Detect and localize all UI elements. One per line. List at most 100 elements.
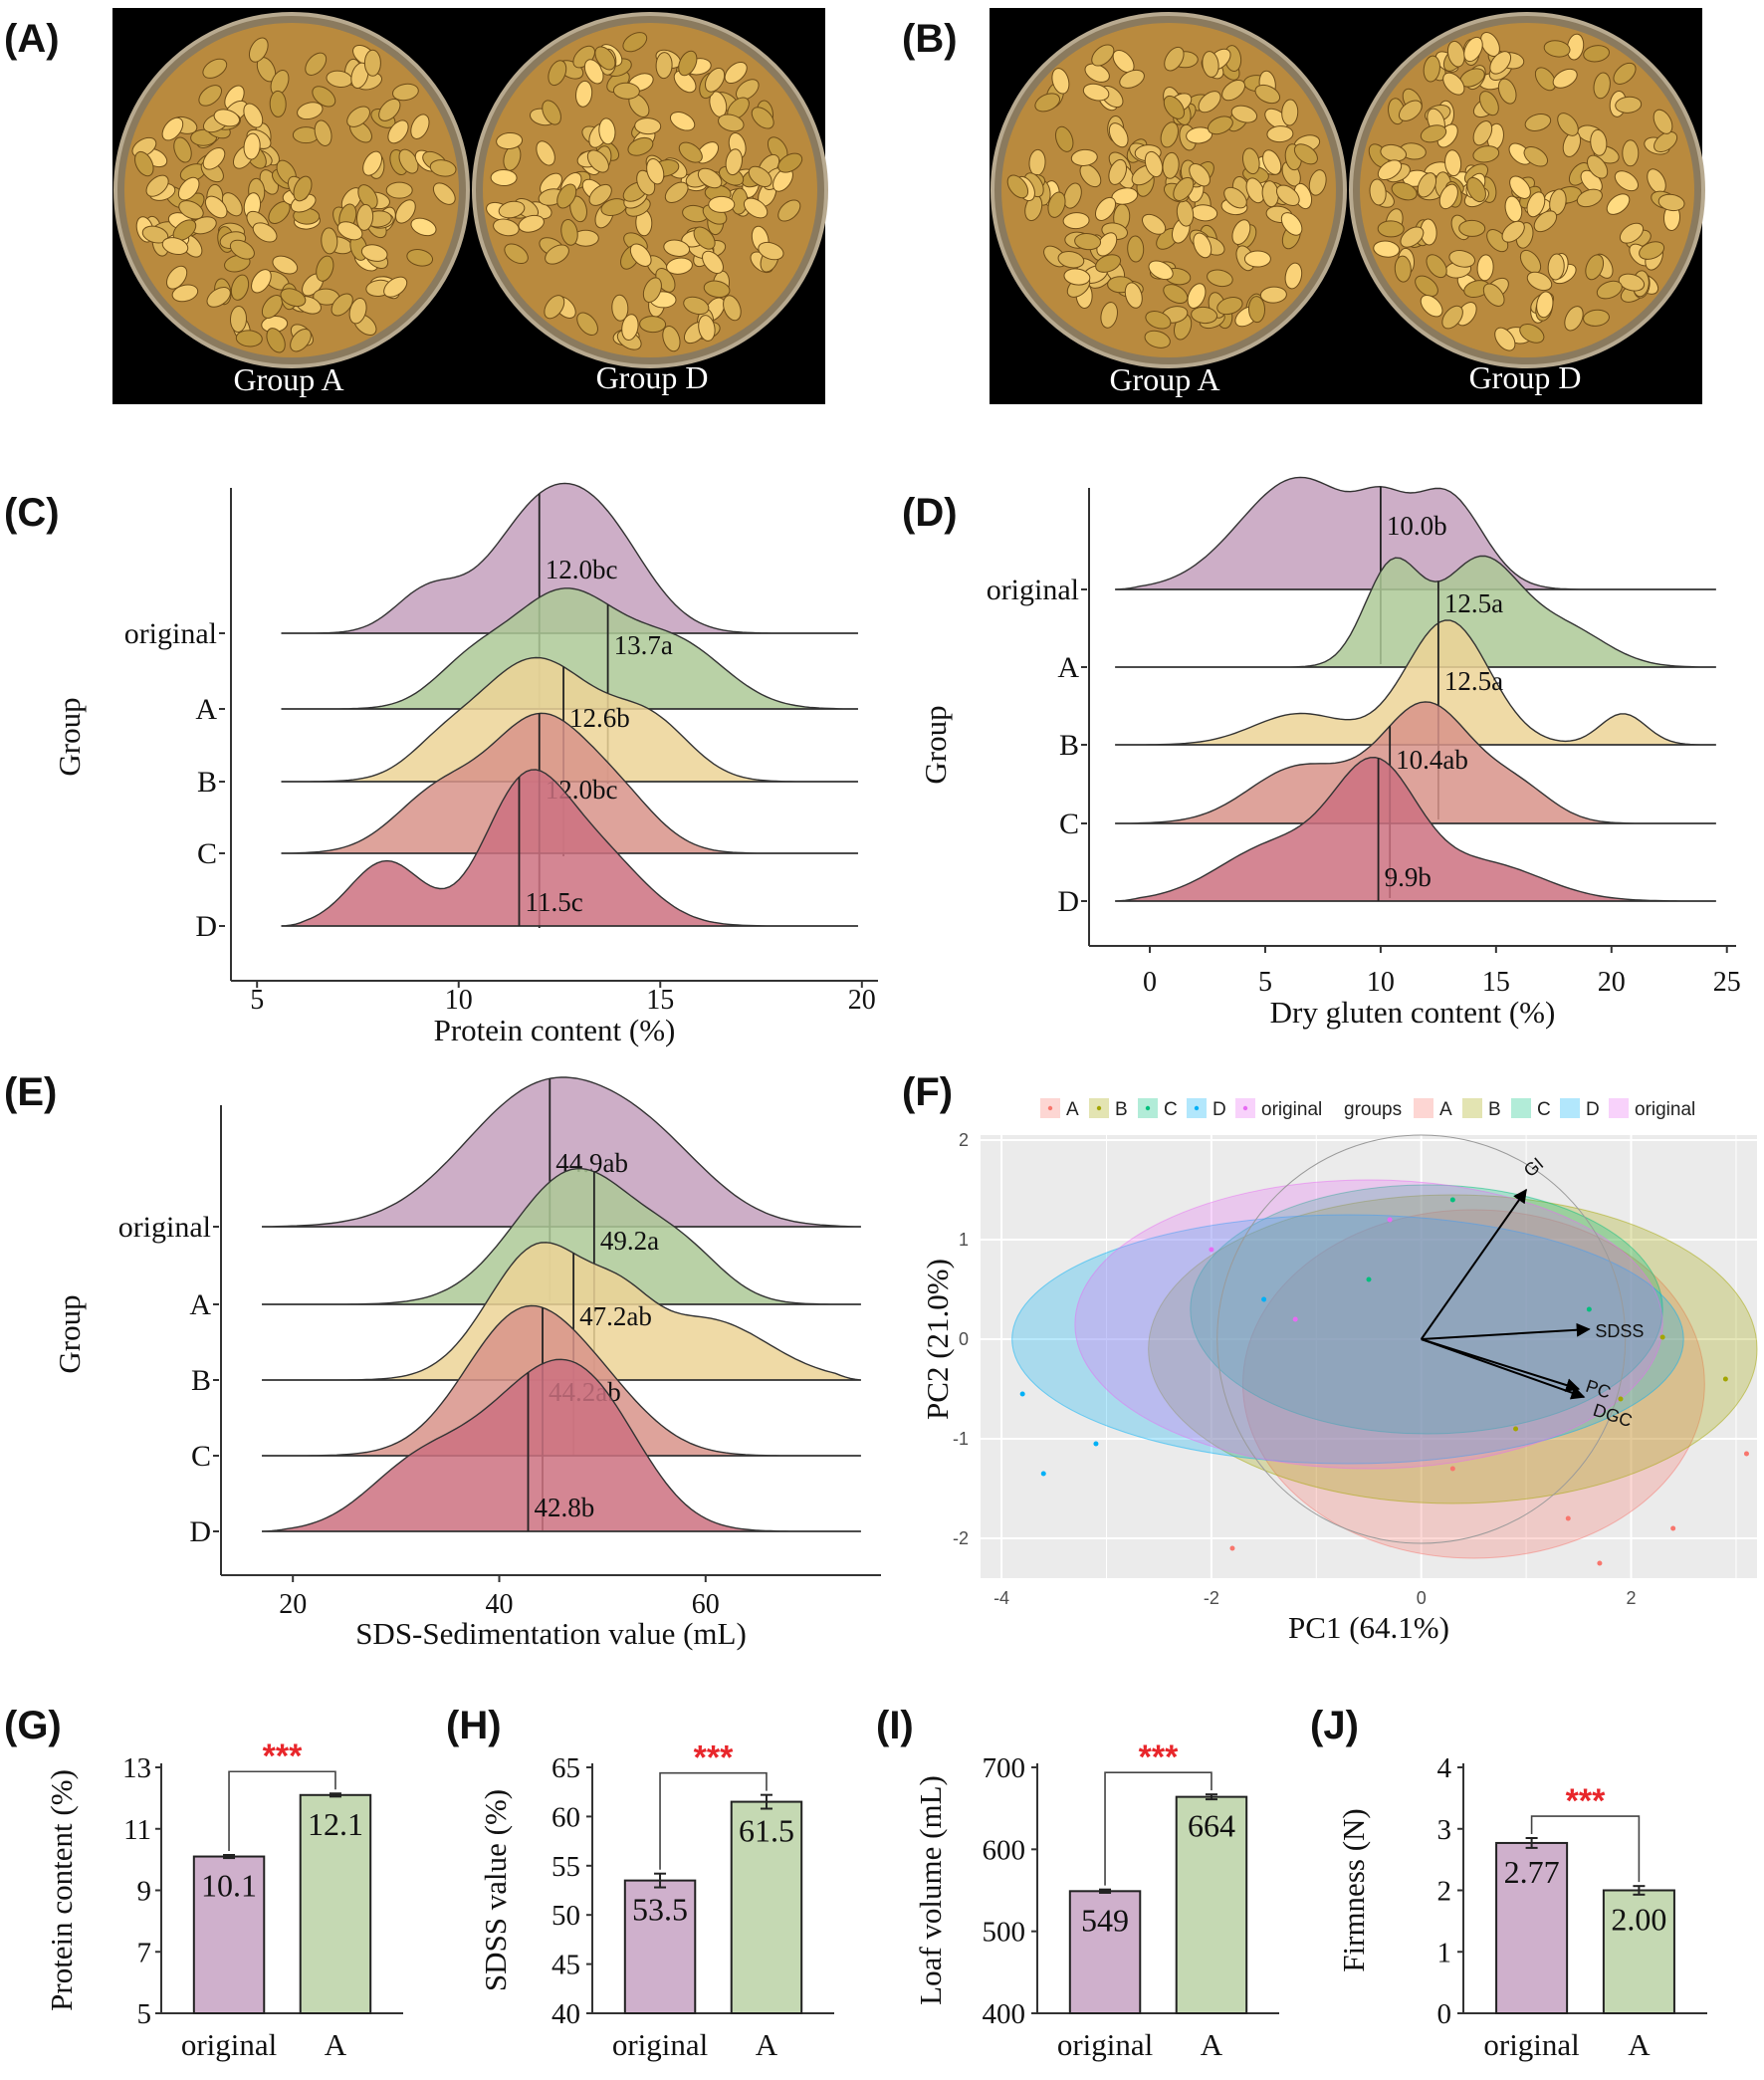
wheat-grain	[1051, 68, 1070, 95]
wheat-grain	[1519, 324, 1545, 344]
median-annotation-A: 49.2a	[600, 1226, 659, 1256]
wheat-grain	[634, 117, 662, 135]
wheat-grain	[1231, 219, 1251, 245]
wheat-grain	[777, 199, 801, 222]
wheat-grain	[1547, 253, 1565, 281]
wheat-grain	[586, 149, 609, 173]
group-label-A: A	[195, 693, 217, 726]
y-axis-label: Loaf volume (mL)	[913, 1775, 948, 2005]
wheat-grain	[646, 158, 665, 185]
wheat-grain	[1095, 254, 1122, 273]
wheat-grain	[336, 221, 363, 241]
wheat-grain	[1198, 91, 1221, 114]
wheat-grain	[243, 103, 264, 128]
wheat-grain	[243, 132, 261, 160]
wheat-grain	[1615, 96, 1643, 114]
group-label-C: C	[1059, 808, 1079, 840]
panel-label-e: (E)	[4, 1070, 57, 1114]
wheat-grain	[432, 182, 456, 205]
x-tick-label-original: original	[612, 2027, 708, 2062]
y-tick-label: 1	[959, 1230, 969, 1250]
photo-a-right-label: Group D	[596, 359, 709, 395]
legend-key-B	[1462, 1098, 1482, 1118]
x-tick-label: 20	[848, 985, 876, 1016]
wheat-grain	[1523, 146, 1549, 167]
wheat-grain	[1472, 145, 1500, 163]
wheat-grain	[1497, 78, 1517, 105]
wheat-grain	[1308, 169, 1327, 196]
wheat-grain	[758, 241, 784, 261]
wheat-grain	[576, 312, 598, 337]
wheat-grain	[560, 219, 578, 246]
wheat-grain	[1476, 254, 1494, 282]
wheat-grain	[518, 214, 545, 233]
x-axis-label: SDS-Sedimentation value (mL)	[355, 1616, 747, 1651]
x-tick-label-A: A	[756, 2027, 778, 2062]
wheat-grain	[314, 119, 332, 146]
wheat-grain	[1108, 122, 1129, 148]
wheat-grain	[725, 148, 743, 176]
wheat-grain	[229, 239, 255, 260]
wheat-grain	[1162, 151, 1180, 179]
wheat-grain	[357, 184, 378, 209]
wheat-grain	[1373, 240, 1401, 258]
bar-value-label: 549	[1081, 1902, 1129, 1938]
wheat-grain	[678, 50, 698, 77]
y-tick-label: 700	[983, 1752, 1026, 1784]
x-tick-label: -2	[1204, 1588, 1219, 1608]
bar-chart-loaf-volume: 400 500 600 700 549 original 664 A *** Loaf volum…	[913, 1738, 1279, 2062]
data-point-D	[1019, 1391, 1025, 1397]
bar-chart-sdss: 40 45 50 55 60 65 53.5 original 61.5 A *** SDSS val…	[478, 1739, 834, 2062]
wheat-grain	[1420, 124, 1447, 143]
wheat-grain	[387, 119, 409, 144]
wheat-grain	[269, 90, 287, 117]
wheat-grain	[1082, 83, 1110, 102]
data-point-D	[1040, 1471, 1046, 1477]
legend-label-D: D	[1213, 1099, 1226, 1120]
wheat-grain	[177, 176, 200, 201]
wheat-grain	[673, 70, 697, 94]
wheat-grain	[1377, 159, 1403, 181]
data-point-A	[1743, 1451, 1749, 1457]
legend-label-B: B	[1488, 1099, 1501, 1120]
wheat-grain	[280, 288, 307, 308]
wheat-grain	[1266, 125, 1294, 143]
wheat-grain	[1458, 219, 1486, 237]
wheat-grain	[1606, 193, 1631, 215]
bar-A	[1175, 1795, 1248, 2015]
legend-label-A: A	[1066, 1099, 1079, 1120]
wheat-grain	[678, 141, 703, 163]
x-tick-label: 0	[1417, 1588, 1427, 1608]
loading-arrow-dgc	[1421, 1338, 1586, 1400]
data-point-A	[1597, 1560, 1603, 1566]
wheat-grain	[664, 181, 689, 203]
wheat-grain	[1164, 46, 1185, 72]
wheat-grain	[202, 58, 228, 79]
wheat-grain	[1369, 178, 1387, 206]
y-tick-label: 2	[1437, 1876, 1452, 1908]
wheat-grain	[1173, 176, 1195, 201]
wheat-grain	[1543, 40, 1571, 58]
wheat-grain	[350, 62, 369, 89]
x-tick-label: 10	[1367, 967, 1395, 998]
y-tick-label: 5	[137, 1998, 152, 2030]
wheat-grain	[777, 152, 803, 173]
legend-label-C: C	[1164, 1099, 1178, 1120]
ridgeline-sds-chart: 44.9aboriginal49.2aA47.2abB44.2abC42.8bD…	[52, 1076, 881, 1651]
wheat-grain	[171, 284, 199, 303]
panel-label-f: (F)	[902, 1070, 953, 1114]
y-tick-label: 13	[122, 1752, 151, 1784]
y-axis-label: Firmness (N)	[1336, 1808, 1371, 1971]
significance-bracket	[228, 1770, 336, 1851]
wheat-grain	[1593, 72, 1611, 100]
legend-label-original: original	[1635, 1099, 1695, 1120]
wheat-grain	[1472, 120, 1493, 146]
wheat-grain	[622, 32, 648, 53]
wheat-grain	[655, 52, 673, 80]
median-annotation-B: 47.2ab	[579, 1301, 652, 1331]
wheat-grain	[1034, 93, 1061, 113]
wheat-grain	[1489, 51, 1512, 75]
legend-label-B: B	[1115, 1099, 1128, 1120]
wheat-grain	[612, 82, 640, 100]
